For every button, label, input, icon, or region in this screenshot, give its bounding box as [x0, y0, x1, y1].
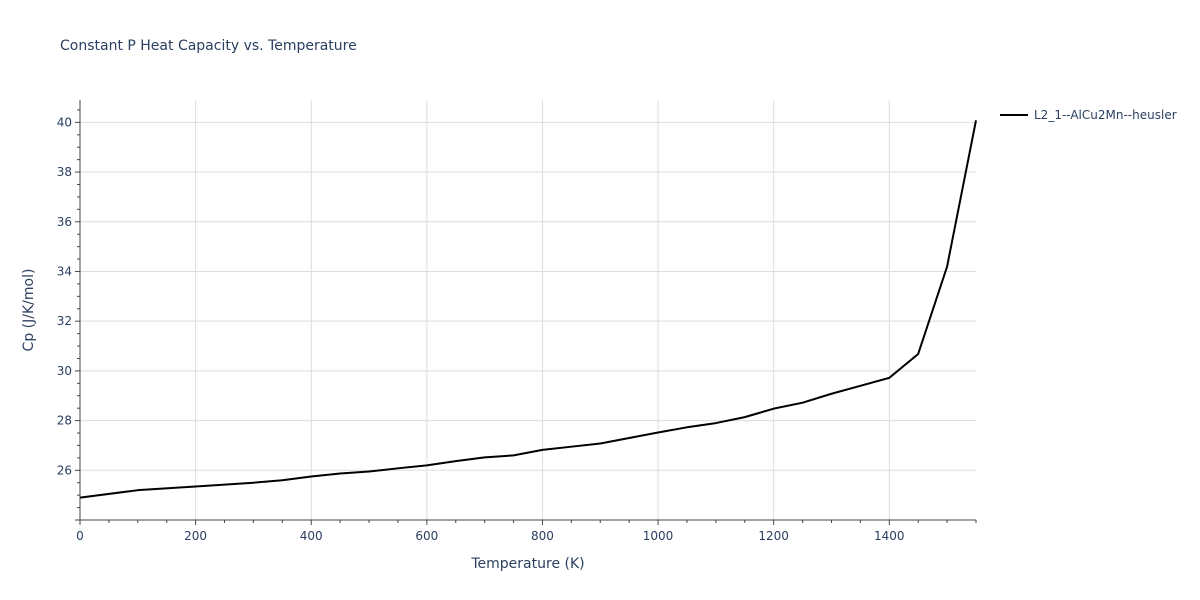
- y-tick-label: 30: [57, 364, 72, 378]
- x-axis-title: Temperature (K): [470, 556, 584, 572]
- y-tick-label: 40: [57, 115, 72, 129]
- x-tick-label: 1000: [643, 529, 674, 543]
- chart-title: Constant P Heat Capacity vs. Temperature: [60, 38, 357, 54]
- legend[interactable]: L2_1--AlCu2Mn--heusler: [1000, 108, 1177, 122]
- axes: 0 200 400 600 800 1000 1200 1400 26 28 30 32 34 36 38 4…: [57, 100, 977, 543]
- y-tick-label: 38: [57, 165, 72, 179]
- y-axis-title: Cp (J/K/mol): [21, 269, 37, 352]
- x-tick-label: 1400: [874, 529, 905, 543]
- x-tick-label: 200: [184, 529, 207, 543]
- series-line[interactable]: [79, 120, 977, 499]
- grid-lines: [80, 100, 976, 520]
- x-tick-label: 0: [76, 529, 84, 543]
- series-layer: [79, 120, 977, 499]
- y-tick-label: 28: [57, 414, 72, 428]
- y-tick-label: 32: [57, 314, 72, 328]
- y-tick-label: 34: [57, 264, 72, 278]
- y-tick-label: 26: [57, 463, 72, 477]
- x-tick-label: 1200: [758, 529, 789, 543]
- x-tick-label: 800: [531, 529, 554, 543]
- y-tick-label: 36: [57, 215, 72, 229]
- x-tick-label: 400: [300, 529, 323, 543]
- legend-label: L2_1--AlCu2Mn--heusler: [1034, 108, 1177, 122]
- x-tick-label: 600: [415, 529, 438, 543]
